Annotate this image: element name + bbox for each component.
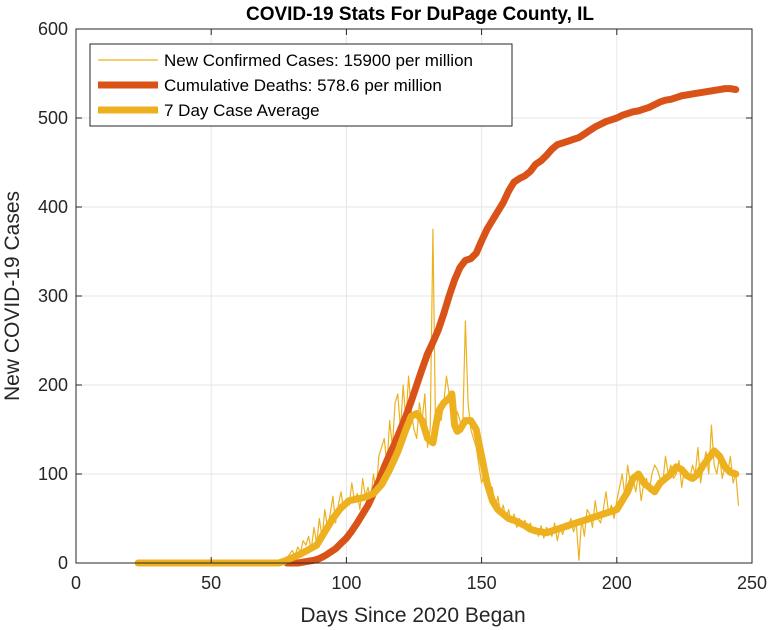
series-layer bbox=[134, 85, 740, 567]
x-tick-label: 200 bbox=[602, 573, 632, 593]
x-axis-label: Days Since 2020 Began bbox=[300, 604, 525, 627]
y-tick-label: 200 bbox=[38, 375, 68, 395]
x-tick-label: 250 bbox=[737, 573, 767, 593]
y-tick-label: 600 bbox=[38, 19, 68, 39]
x-tick-label: 100 bbox=[331, 573, 361, 593]
y-tick-label: 0 bbox=[58, 553, 68, 573]
y-tick-label: 300 bbox=[38, 286, 68, 306]
y-tick-label: 400 bbox=[38, 197, 68, 217]
ticks: 0 50 100 150 200 250 0 100 200 300 400 500 600 bbox=[38, 19, 767, 593]
legend-label-cumulative-deaths: Cumulative Deaths: 578.6 per million bbox=[164, 76, 442, 95]
x-tick-label: 0 bbox=[71, 573, 81, 593]
y-tick-label: 100 bbox=[38, 464, 68, 484]
legend-box bbox=[89, 43, 513, 127]
y-axis-label: New COVID-19 Cases bbox=[1, 191, 24, 401]
legend: New Confirmed Cases: 15900 per million C… bbox=[89, 43, 513, 127]
y-tick-label: 500 bbox=[38, 108, 68, 128]
legend-label-new-cases: New Confirmed Cases: 15900 per million bbox=[164, 51, 473, 70]
x-tick-label: 50 bbox=[201, 573, 221, 593]
series-line-7-day-average bbox=[134, 390, 740, 567]
chart-title: COVID-19 Stats For DuPage County, IL bbox=[246, 4, 594, 25]
legend-label-7-day-average: 7 Day Case Average bbox=[164, 101, 320, 120]
x-tick-label: 150 bbox=[467, 573, 497, 593]
series-line-cumulative-deaths bbox=[283, 85, 740, 567]
